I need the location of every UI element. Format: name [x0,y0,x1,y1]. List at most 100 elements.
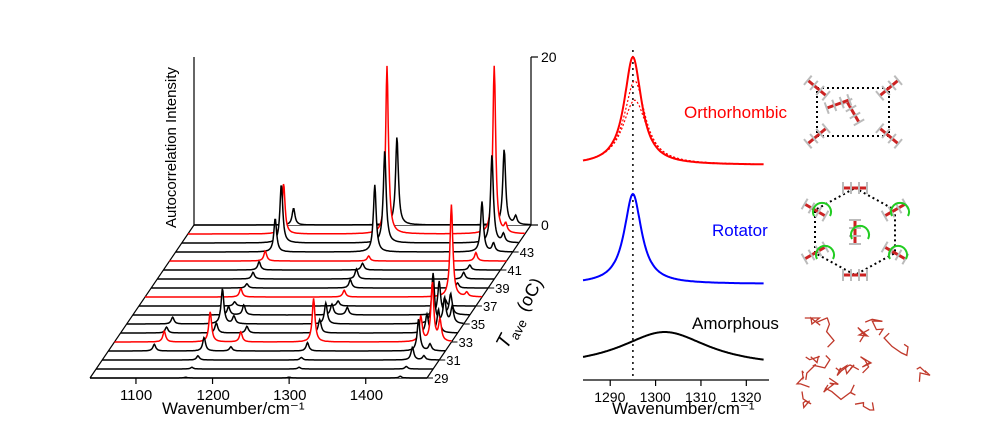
amorphous-chain [795,370,810,388]
molecule-hydrogen [853,118,865,127]
trace-mask [181,151,519,243]
amorphous-chain [854,401,875,411]
orthorhombic-structure-image [803,75,903,149]
right-x-tick-label: 1310 [685,389,716,405]
depth-axis-ticks: 29 31 33 35 37 39 41 43 [427,245,534,386]
amorphous-chain [815,317,835,348]
molecule-backbone [878,79,900,97]
molecule-hydrogen [800,198,809,210]
molecule-hydrogen [875,90,885,101]
rotator-molecule [880,198,910,222]
trace-line-T46 [194,137,531,226]
trace-line-T30 [96,365,434,370]
molecule-hydrogen [807,202,816,214]
orthorhombic-molecule [875,75,903,101]
amorphous-chain [864,318,885,336]
molecule-hydrogen [838,96,845,109]
amorphous-chain [824,384,856,401]
right-x-tick-label: 1320 [730,389,761,405]
x-axis-label-right: Wavenumber/cm⁻¹ [612,399,755,418]
amorphous-structure-image [795,316,931,411]
curve-rotator [582,192,764,285]
molecule-hydrogen [881,85,891,96]
z-tick-label: 0 [541,217,549,233]
trace-line-T29 [90,375,427,379]
curve-orthorhombic-dotted [582,80,764,165]
rotator-molecule [842,182,868,194]
x-tick-label: 1200 [197,387,230,404]
x-tick-label: 1300 [273,387,306,404]
molecule-hydrogen [803,138,813,149]
molecule-backbone [806,127,828,145]
crystal-structures [795,75,931,411]
trace-mask [187,65,525,234]
molecule-hydrogen [831,99,838,112]
label-rotator: Rotator [712,221,768,240]
amorphous-chain [835,364,855,376]
orthorhombic-cell [816,87,890,137]
trace-line-T43 [175,184,513,253]
molecule-hydrogen [800,253,809,265]
molecule-backbone [826,98,850,110]
molecule-backbone [803,202,827,218]
z-tick-label: 20 [541,49,557,65]
molecule-hydrogen [821,210,830,222]
depth-tick-label: 29 [434,371,448,386]
depth-tick-label: 31 [446,353,460,368]
rotation-arrow [815,244,835,260]
amorphous-chain [823,377,839,393]
trace-line-T36 [132,280,470,316]
phase-curves [582,55,764,361]
molecule-hydrogen [880,241,889,253]
trace-line-T38 [145,204,483,298]
amorphous-chain [804,316,822,326]
trace-mask [126,272,464,324]
label-orthorhombic: Orthorhombic [684,103,787,122]
amorphous-chain [857,327,870,343]
rotator-molecule [800,198,830,222]
rotation-arrow [888,244,908,260]
amorphous-chain [860,356,873,374]
molecule-backbone [803,245,827,261]
molecule-hydrogen [887,80,897,91]
amorphous-chain [805,355,820,364]
molecule-hydrogen [893,75,903,86]
trace-line-T32 [108,318,446,352]
molecule-hydrogen [849,111,861,120]
orthorhombic-molecule [875,123,903,149]
trace-line-T44 [181,151,519,244]
depth-tick-label: 43 [520,245,534,260]
molecule-backbone [883,202,907,218]
trace-line-T40 [157,267,495,280]
molecule-hydrogen [803,75,813,86]
trace-line-T45 [187,65,525,235]
molecule-hydrogen [887,133,897,144]
depth-tick-label: 35 [471,317,485,332]
depth-tick-label: 37 [483,299,497,314]
molecule-hydrogen [821,90,831,101]
orthorhombic-molecule [803,123,831,149]
molecule-hydrogen [809,80,819,91]
orthorhombic-molecule [823,93,853,115]
trace-mask [145,204,483,297]
amorphous-chain [805,355,831,380]
depth-axis-right [426,224,532,379]
x-axis-ticks: 1100 1200 1300 1400 [120,378,383,404]
rotator-structure-image [800,182,910,281]
trace-mask [132,281,470,315]
amorphous-chain [836,364,860,376]
trace-mask [120,309,458,333]
molecule-hydrogen [846,93,853,106]
molecule-hydrogen [894,249,903,261]
trace-mask [169,251,507,261]
orthorhombic-molecules [803,75,903,149]
trace-mask [175,184,513,252]
right-x-tick-label: 1300 [640,389,671,405]
molecule-hydrogen [880,210,889,222]
right-x-axis-ticks: 1290 1300 1310 1320 [594,380,762,405]
rotation-arrow [850,224,870,240]
molecule-hydrogen [875,123,885,134]
molecule-hydrogen [815,85,825,96]
depth-tick-label: 33 [458,335,472,350]
